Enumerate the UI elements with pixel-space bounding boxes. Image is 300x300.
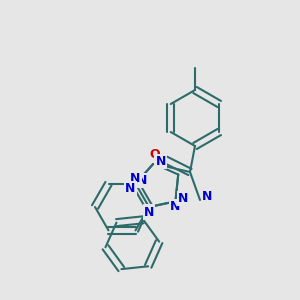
Text: N: N [130, 172, 141, 185]
Text: O: O [150, 148, 160, 161]
Text: N: N [155, 155, 166, 168]
Text: N: N [178, 192, 189, 205]
Text: N: N [144, 206, 154, 218]
Text: N: N [125, 182, 136, 195]
Text: N: N [137, 174, 148, 187]
Text: N: N [170, 200, 181, 213]
Text: N: N [202, 190, 212, 203]
